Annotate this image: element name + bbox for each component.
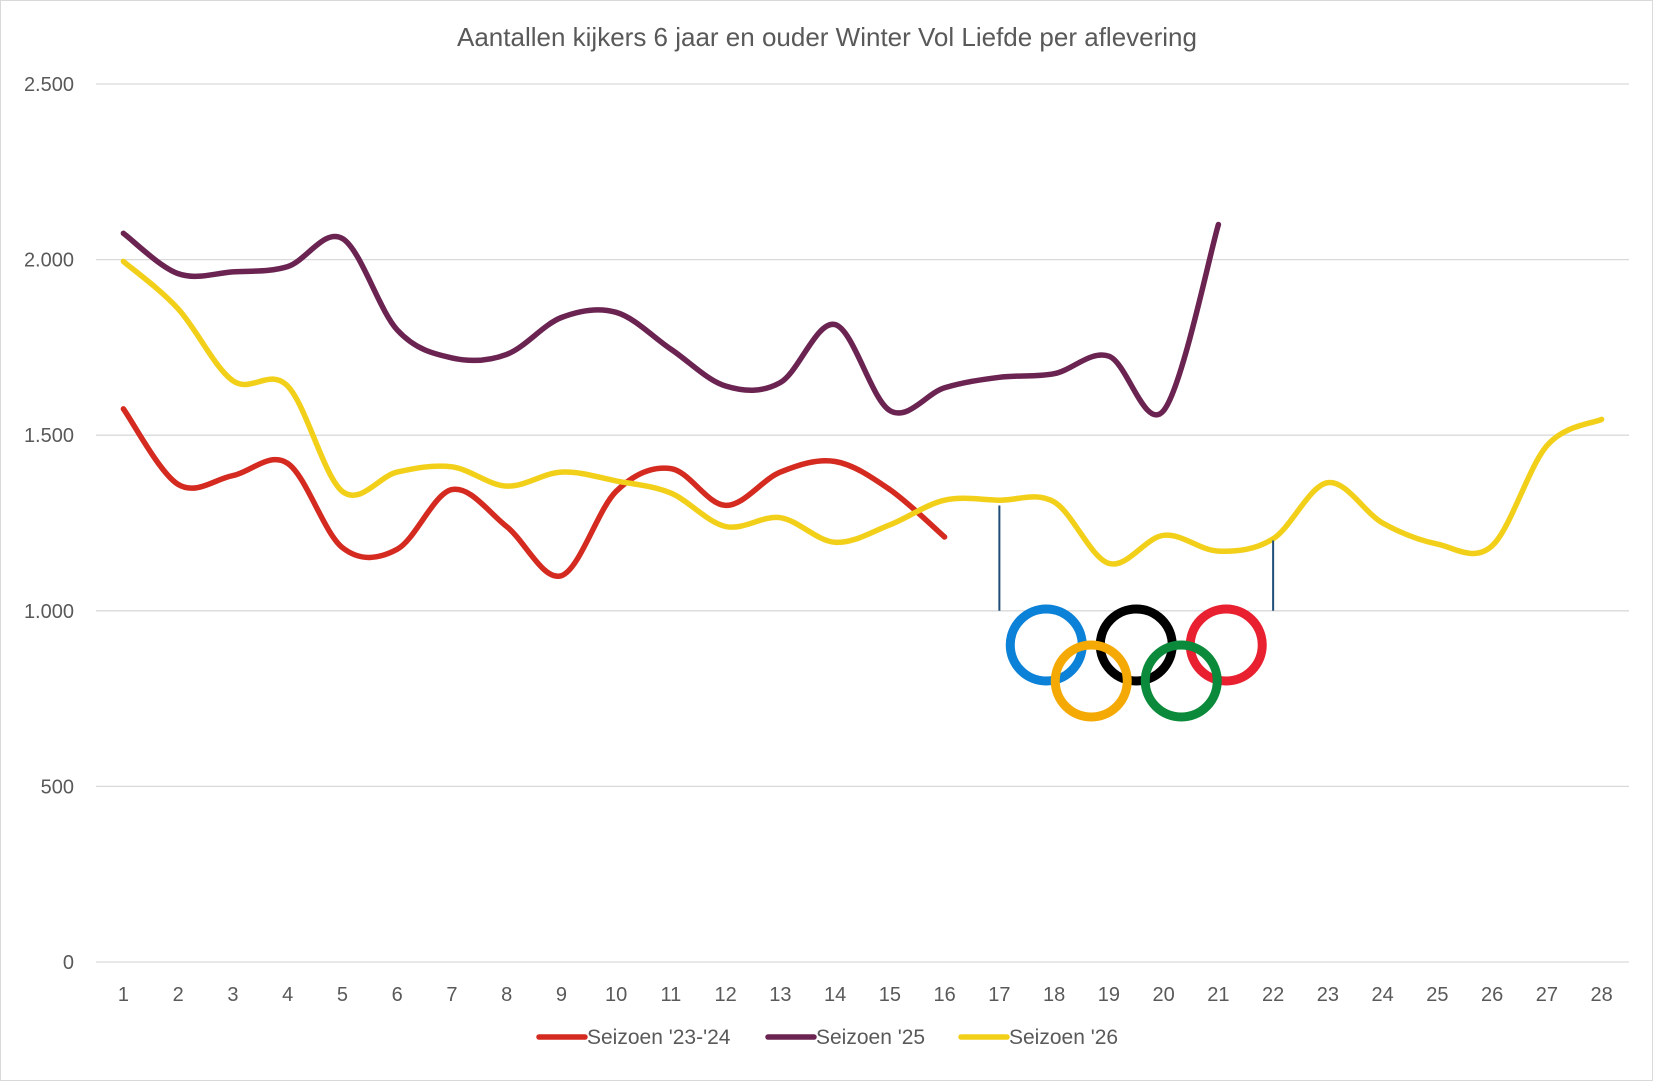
x-tick-label: 23 [1317, 984, 1339, 1006]
series-line-3 [120, 258, 1605, 567]
x-tick-label: 2 [173, 984, 184, 1006]
olympic-ring-icon [1140, 640, 1222, 722]
olympic-ring-icon [1005, 604, 1087, 686]
x-tick-label: 21 [1207, 984, 1229, 1006]
x-tick-label: 14 [824, 984, 846, 1006]
x-tick-label: 15 [879, 984, 901, 1006]
x-tick-label: 5 [337, 984, 348, 1006]
x-tick-label: 20 [1153, 984, 1175, 1006]
x-tick-label: 18 [1043, 984, 1065, 1006]
x-tick-label: 24 [1372, 984, 1394, 1006]
x-tick-label: 16 [934, 984, 956, 1006]
legend-label: Seizoen '26 [1009, 1026, 1118, 1049]
x-tick-label: 3 [227, 984, 238, 1006]
series-lines [120, 221, 1605, 579]
x-tick-label: 25 [1426, 984, 1448, 1006]
y-tick-label: 0 [63, 952, 74, 974]
y-tick-label: 2.500 [24, 74, 74, 96]
y-axis-ticks: 0 500 1.000 1.500 2.000 2.500 [24, 74, 74, 974]
x-tick-label: 17 [988, 984, 1010, 1006]
y-tick-label: 500 [41, 776, 74, 798]
x-tick-label: 7 [446, 984, 457, 1006]
x-tick-label: 13 [769, 984, 791, 1006]
legend: Seizoen '23-'24 Seizoen '25 Seizoen '26 [536, 1026, 1118, 1049]
x-tick-label: 1 [118, 984, 129, 1006]
olympic-ring-icon [1050, 640, 1132, 722]
x-tick-label: 10 [605, 984, 627, 1006]
legend-label: Seizoen '25 [816, 1026, 925, 1049]
x-tick-label: 8 [501, 984, 512, 1006]
x-tick-label: 4 [282, 984, 293, 1006]
y-tick-label: 1.500 [24, 425, 74, 447]
olympic-ring-icon [1185, 604, 1267, 686]
x-tick-label: 6 [392, 984, 403, 1006]
series-line-1 [120, 406, 948, 579]
x-tick-label: 28 [1591, 984, 1613, 1006]
y-tick-label: 2.000 [24, 250, 74, 272]
chart-title: Aantallen kijkers 6 jaar en ouder Winter… [457, 22, 1197, 52]
olympics-annotation [998, 505, 1275, 722]
x-tick-label: 19 [1098, 984, 1120, 1006]
y-tick-label: 1.000 [24, 601, 74, 623]
legend-label: Seizoen '23-'24 [587, 1026, 731, 1049]
x-axis-ticks: 1 2 3 4 5 6 7 8 9 10 11 12 13 14 15 16 17 18 19 20 21 22 23 24 2… [118, 984, 1613, 1006]
gridlines [96, 83, 1629, 963]
x-tick-label: 9 [556, 984, 567, 1006]
x-tick-label: 11 [660, 984, 681, 1006]
x-tick-label: 27 [1536, 984, 1558, 1006]
x-tick-label: 26 [1481, 984, 1503, 1006]
x-tick-label: 22 [1262, 984, 1284, 1006]
olympic-ring-icon [1095, 604, 1177, 686]
x-tick-label: 12 [715, 984, 737, 1006]
series-line-2 [120, 221, 1222, 418]
